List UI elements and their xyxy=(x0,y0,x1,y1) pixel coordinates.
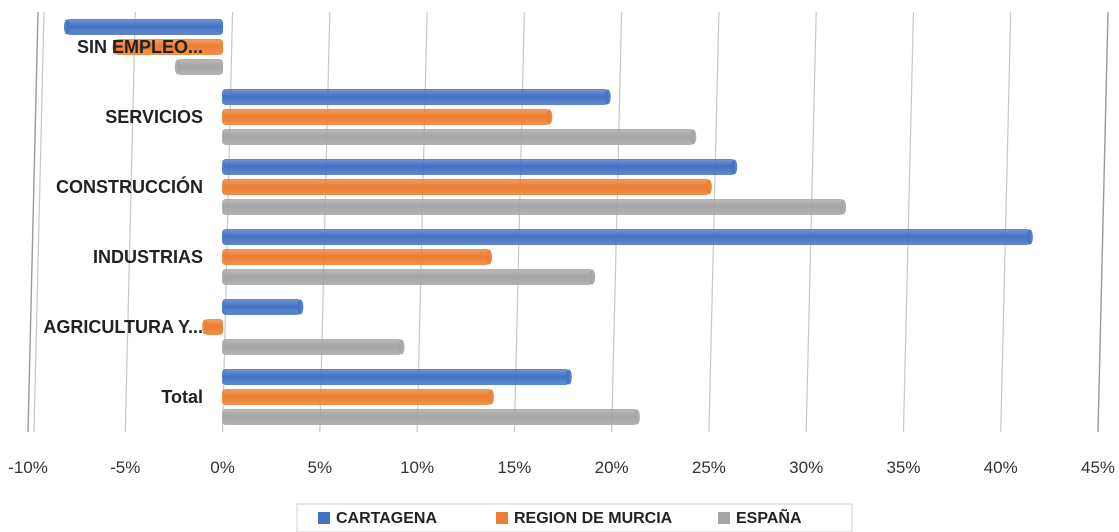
bar-cap xyxy=(486,249,493,265)
bar-espa-a xyxy=(222,269,593,285)
bar-cap xyxy=(174,59,181,75)
x-tick-label: 30% xyxy=(789,458,823,477)
x-tick-label: 10% xyxy=(400,458,434,477)
bar-cartagena xyxy=(222,89,609,105)
x-tick-label: 0% xyxy=(210,458,235,477)
bar-region-de-murcia xyxy=(222,249,490,265)
bar-region-de-murcia xyxy=(222,179,710,195)
bar-cartagena xyxy=(222,229,1031,245)
bar-espa-a xyxy=(222,339,402,355)
gridline xyxy=(902,11,915,433)
bar-cartagena xyxy=(66,19,223,35)
category-label: AGRICULTURA Y... xyxy=(43,317,203,337)
x-tick-label: 5% xyxy=(308,458,333,477)
bar-espa-a xyxy=(222,409,638,425)
gridline xyxy=(1097,11,1109,433)
bar-cap xyxy=(565,369,572,385)
bar-cap xyxy=(546,109,553,125)
gridlines xyxy=(27,11,1109,433)
legend-label: ESPAÑA xyxy=(736,507,802,527)
category-label: Total xyxy=(161,387,203,407)
bar-cartagena xyxy=(222,369,570,385)
bar-cartagena xyxy=(222,159,735,175)
bar-cap xyxy=(488,389,495,405)
x-tick-label: 15% xyxy=(497,458,531,477)
bar-cap xyxy=(690,129,697,145)
gridline xyxy=(27,11,39,433)
bar-cap xyxy=(202,319,209,335)
category-label: SIN EMPLEO... xyxy=(77,37,203,57)
gridline xyxy=(221,11,234,433)
category-label: CONSTRUCCIÓN xyxy=(56,176,203,197)
legend-swatch xyxy=(496,512,508,524)
bar-cap xyxy=(589,269,596,285)
gridline xyxy=(416,11,428,433)
legend-label: CARTAGENA xyxy=(336,510,437,527)
wall-edge xyxy=(33,11,45,433)
bar-cap xyxy=(840,199,847,215)
bar-cap xyxy=(398,339,405,355)
bar-cap xyxy=(63,19,70,35)
legend-swatch xyxy=(318,512,330,524)
x-tick-label: 45% xyxy=(1081,458,1115,477)
gridline xyxy=(708,11,720,433)
legend: CARTAGENA REGION DE MURCIA ESPAÑA xyxy=(296,503,853,532)
bar-cap xyxy=(297,299,304,315)
bar-cap xyxy=(1026,229,1033,245)
gridline xyxy=(513,11,525,433)
x-tick-label: 25% xyxy=(692,458,726,477)
bar-espa-a xyxy=(222,199,844,215)
gridline xyxy=(319,11,331,433)
category-label: SERVICIOS xyxy=(105,107,203,127)
x-tick-label: 40% xyxy=(984,458,1018,477)
x-tick-label: -10% xyxy=(8,458,48,477)
bar-cap xyxy=(731,159,738,175)
bar-espa-a xyxy=(177,59,223,75)
bars xyxy=(63,19,1033,425)
legend-box xyxy=(296,503,853,532)
x-tick-label: -5% xyxy=(110,458,140,477)
bar-cap xyxy=(633,409,640,425)
legend-swatch xyxy=(718,512,730,524)
gridline xyxy=(1000,11,1012,433)
bar-region-de-murcia xyxy=(222,389,492,405)
category-label: INDUSTRIAS xyxy=(93,247,203,267)
x-tick-label: 35% xyxy=(886,458,920,477)
bar-region-de-murcia xyxy=(222,109,550,125)
bar-cartagena xyxy=(222,299,301,315)
category-labels: Total AGRICULTURA Y... INDUSTRIAS CONSTRUCC… xyxy=(43,37,203,407)
legend-label: REGION DE MURCIA xyxy=(514,510,673,527)
gridline xyxy=(805,11,817,433)
bar-espa-a xyxy=(222,129,694,145)
x-tick-label: 20% xyxy=(595,458,629,477)
bar-cap xyxy=(112,39,119,55)
bar-cap xyxy=(705,179,712,195)
gridline xyxy=(611,11,623,433)
gridline xyxy=(124,11,136,433)
bar-cap xyxy=(604,89,611,105)
x-axis-tick-labels: -10% -5% 0% 5% 10% 15% 20% 25% 30% 35% 40% 45% xyxy=(8,458,1115,477)
